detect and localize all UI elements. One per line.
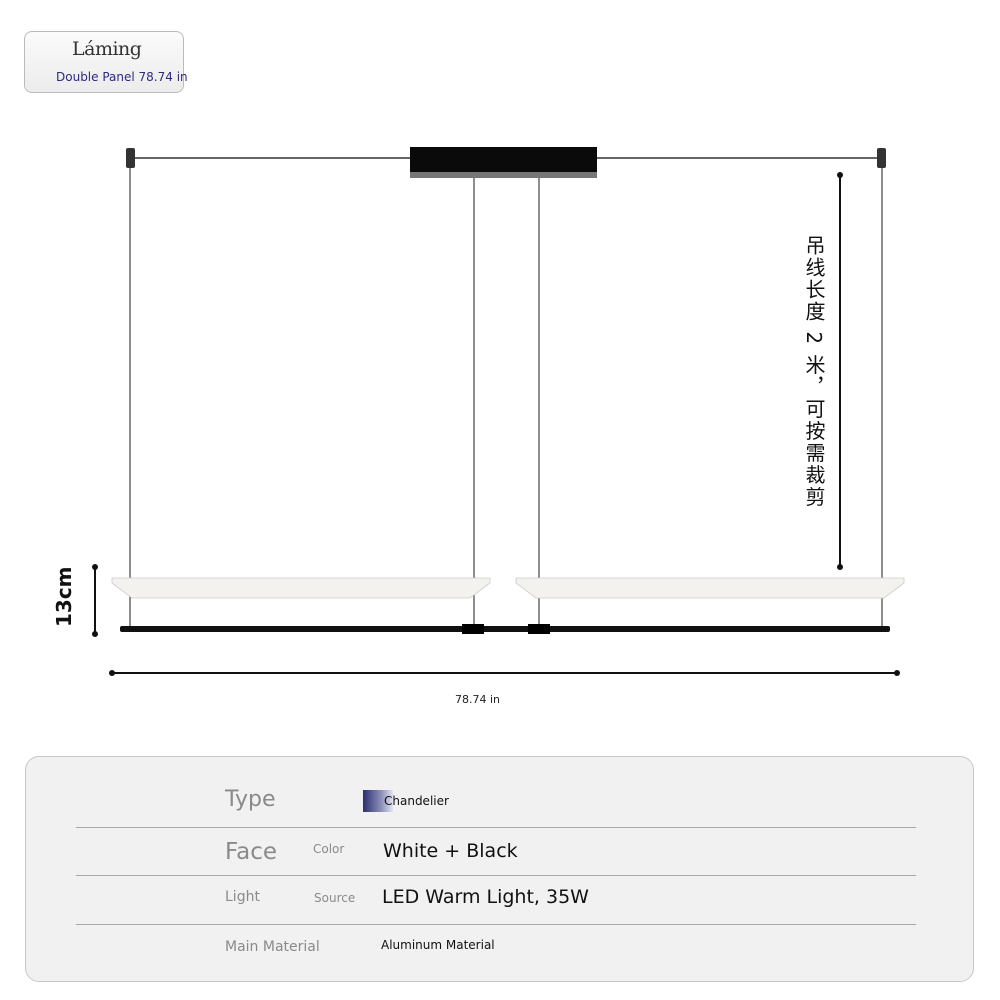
chandelier-thumbnail-icon xyxy=(363,790,393,812)
right-anchor xyxy=(877,148,886,168)
dimension-endpoint xyxy=(837,564,843,570)
left-light-panel xyxy=(111,577,491,599)
brand-logo: Láming xyxy=(72,38,142,60)
cable-length-note: 吊线长度 2 米，可按需裁剪 xyxy=(802,235,826,509)
spec-table: Type Chandelier Face Color White + Black… xyxy=(25,756,974,982)
divider xyxy=(76,827,916,828)
divider xyxy=(76,875,916,876)
dimension-endpoint xyxy=(92,564,98,570)
product-subtitle: Double Panel 78.74 in xyxy=(56,70,188,84)
canopy-base xyxy=(410,172,597,178)
brand-badge: Láming Double Panel 78.74 in xyxy=(24,31,188,93)
spec-value: LED Warm Light, 35W xyxy=(382,886,589,908)
spec-label: Face xyxy=(225,839,278,865)
dimension-endpoint xyxy=(109,670,115,676)
dimension-endpoint xyxy=(837,172,843,178)
width-label: 78.74 in xyxy=(455,693,501,706)
spec-label: Main Material xyxy=(225,939,320,955)
spec-value: White + Black xyxy=(383,840,518,862)
spec-value: Aluminum Material xyxy=(381,938,495,952)
dimension-endpoint xyxy=(92,631,98,637)
spec-value: Chandelier xyxy=(384,794,449,808)
spec-label: Type xyxy=(225,787,276,812)
canopy xyxy=(410,147,597,172)
bottom-bar xyxy=(120,626,890,632)
bar-joint xyxy=(528,624,550,634)
spec-sublabel: Color xyxy=(313,842,345,856)
spec-label: Light xyxy=(225,889,260,905)
bar-joint xyxy=(462,624,484,634)
dimension-endpoint xyxy=(894,670,900,676)
spec-sublabel: Source xyxy=(314,891,356,905)
divider xyxy=(76,924,916,925)
left-anchor xyxy=(126,148,135,168)
right-light-panel xyxy=(515,577,905,599)
height-label: 13cm xyxy=(52,566,76,627)
